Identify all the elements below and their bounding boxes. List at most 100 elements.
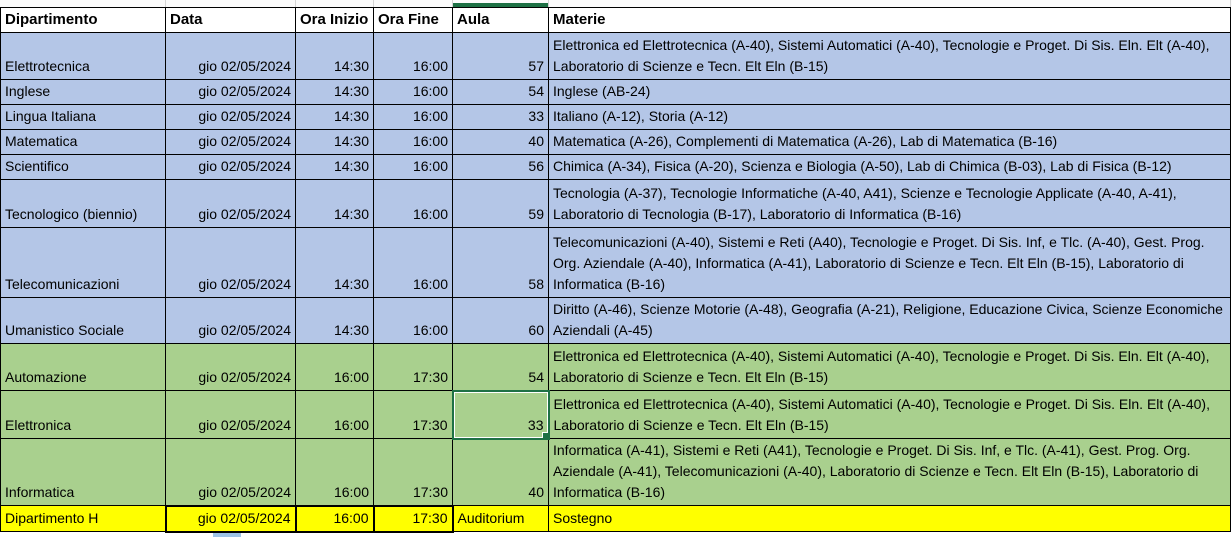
- column-separator: [295, 0, 296, 7]
- table-row: Inglese gio 02/05/2024 14:30 16:00 54 Inglese…: [0, 79, 1231, 105]
- cell-data[interactable]: gio 02/05/2024: [165, 343, 296, 391]
- column-separator: [1230, 0, 1231, 7]
- table-row: Automazione gio 02/05/2024 16:00 17:30 54 Ele…: [0, 343, 1231, 391]
- cell-dipartimento[interactable]: Matematica: [0, 129, 166, 155]
- cell-ora_fine[interactable]: 16:00: [373, 79, 453, 105]
- table-row: Matematica gio 02/05/2024 14:30 16:00 40 Mate…: [0, 129, 1231, 155]
- selected-column-indicator: [452, 3, 549, 7]
- table-row: Tecnologico (biennio) gio 02/05/2024 14:30…: [0, 179, 1231, 228]
- cell-dipartimento[interactable]: Inglese: [0, 79, 166, 105]
- cell-ora_inizio[interactable]: 14:30: [295, 129, 374, 155]
- cell-dipartimento[interactable]: Dipartimento H: [0, 505, 166, 532]
- column-header-materie[interactable]: Materie: [548, 7, 1231, 33]
- cell-materie[interactable]: Elettronica ed Elettrotecnica (A-40), Si…: [548, 390, 1231, 439]
- cell-ora_inizio[interactable]: 14:30: [295, 154, 374, 180]
- table-row: Telecomunicazioni gio 02/05/2024 14:30 16:0…: [0, 227, 1231, 298]
- column-header-data[interactable]: Data: [165, 7, 296, 33]
- column-header-ora_fine[interactable]: Ora Fine: [373, 7, 453, 33]
- column-separator: [165, 0, 166, 7]
- cell-materie[interactable]: Sostegno: [548, 505, 1231, 532]
- cell-aula[interactable]: 59: [452, 179, 549, 228]
- column-header-ora_inizio[interactable]: Ora Inizio: [295, 7, 374, 33]
- cell-ora_inizio[interactable]: 14:30: [295, 32, 374, 80]
- cell-aula[interactable]: 40: [452, 438, 549, 506]
- cell-dipartimento[interactable]: Scientifico: [0, 154, 166, 180]
- cell-ora_fine[interactable]: 16:00: [373, 154, 453, 180]
- bottom-partial-row: [0, 532, 1232, 537]
- cell-ora_fine[interactable]: 17:30: [373, 390, 453, 439]
- cell-data[interactable]: gio 02/05/2024: [165, 79, 296, 105]
- column-header-aula[interactable]: Aula: [452, 7, 549, 33]
- cell-ora_inizio[interactable]: 14:30: [295, 79, 374, 105]
- cell-materie[interactable]: Elettronica ed Elettrotecnica (A-40), Si…: [548, 343, 1231, 391]
- cell-aula[interactable]: 58: [452, 227, 549, 298]
- cell-ora_fine[interactable]: 16:00: [373, 179, 453, 228]
- cell-materie[interactable]: Italiano (A-12), Storia (A-12): [548, 104, 1231, 130]
- next-row-fill-fragment: [213, 532, 241, 537]
- cell-ora_fine[interactable]: 16:00: [373, 297, 453, 344]
- cell-aula[interactable]: Auditorium: [452, 505, 549, 532]
- column-header-dipartimento[interactable]: Dipartimento: [0, 7, 166, 33]
- table-row: Elettronica gio 02/05/2024 16:00 17:30 33 Ele…: [0, 389, 1231, 440]
- cell-dipartimento[interactable]: Informatica: [0, 438, 166, 506]
- cell-ora_inizio[interactable]: 16:00: [295, 343, 374, 391]
- cell-data[interactable]: gio 02/05/2024: [165, 227, 296, 298]
- cell-materie[interactable]: Tecnologia (A-37), Tecnologie Informatic…: [548, 179, 1231, 228]
- column-separator: [548, 0, 549, 7]
- cell-data[interactable]: gio 02/05/2024: [165, 154, 296, 180]
- cell-ora_inizio[interactable]: 16:00: [295, 438, 374, 506]
- cell-aula[interactable]: 56: [452, 154, 549, 180]
- cell-ora_inizio[interactable]: 14:30: [295, 297, 374, 344]
- cell-data[interactable]: gio 02/05/2024: [165, 129, 296, 155]
- cell-materie[interactable]: Elettronica ed Elettrotecnica (A-40), Si…: [548, 32, 1231, 80]
- cell-dipartimento[interactable]: Elettronica: [0, 390, 166, 439]
- cell-materie[interactable]: Informatica (A-41), Sistemi e Reti (A41)…: [548, 438, 1231, 506]
- cell-ora_fine[interactable]: 16:00: [373, 104, 453, 130]
- cell-aula[interactable]: 33: [451, 389, 550, 440]
- cell-dipartimento[interactable]: Tecnologico (biennio): [0, 179, 166, 228]
- cell-data[interactable]: gio 02/05/2024: [164, 504, 297, 533]
- cell-data[interactable]: gio 02/05/2024: [165, 32, 296, 80]
- cell-materie[interactable]: Chimica (A-34), Fisica (A-20), Scienza e…: [548, 154, 1231, 180]
- cell-dipartimento[interactable]: Lingua Italiana: [0, 104, 166, 130]
- table-body: Elettrotecnica gio 02/05/2024 14:30 16:00 57…: [0, 32, 1231, 533]
- cell-aula[interactable]: 33: [452, 104, 549, 130]
- cell-ora_fine[interactable]: 17:30: [372, 504, 454, 533]
- column-separator: [452, 0, 453, 7]
- cell-ora_inizio[interactable]: 14:30: [295, 104, 374, 130]
- cell-ora_inizio[interactable]: 14:30: [295, 227, 374, 298]
- cell-materie[interactable]: Telecomunicazioni (A-40), Sistemi e Reti…: [548, 227, 1231, 298]
- header-row: Dipartimento Data Ora Inizio Ora Fine Aula Ma…: [0, 7, 1231, 33]
- cell-ora_fine[interactable]: 16:00: [373, 32, 453, 80]
- column-separator: [373, 0, 374, 7]
- cell-aula[interactable]: 54: [452, 343, 549, 391]
- cell-ora_inizio[interactable]: 16:00: [294, 504, 375, 533]
- schedule-table: Dipartimento Data Ora Inizio Ora Fine Aula Ma…: [0, 7, 1231, 533]
- cell-data[interactable]: gio 02/05/2024: [165, 390, 296, 439]
- cell-dipartimento[interactable]: Telecomunicazioni: [0, 227, 166, 298]
- table-row: Umanistico Sociale gio 02/05/2024 14:30 16:…: [0, 297, 1231, 344]
- cell-aula[interactable]: 60: [452, 297, 549, 344]
- cell-ora_inizio[interactable]: 14:30: [295, 179, 374, 228]
- cell-materie[interactable]: Diritto (A-46), Scienze Motorie (A-48), …: [548, 297, 1231, 344]
- cell-dipartimento[interactable]: Umanistico Sociale: [0, 297, 166, 344]
- cell-data[interactable]: gio 02/05/2024: [165, 438, 296, 506]
- cell-ora_fine[interactable]: 17:30: [373, 343, 453, 391]
- cell-dipartimento[interactable]: Elettrotecnica: [0, 32, 166, 80]
- cell-materie[interactable]: Inglese (AB-24): [548, 79, 1231, 105]
- cell-aula[interactable]: 57: [452, 32, 549, 80]
- cell-data[interactable]: gio 02/05/2024: [165, 297, 296, 344]
- cell-ora_fine[interactable]: 16:00: [373, 227, 453, 298]
- cell-data[interactable]: gio 02/05/2024: [165, 104, 296, 130]
- cell-data[interactable]: gio 02/05/2024: [165, 179, 296, 228]
- cell-aula[interactable]: 40: [452, 129, 549, 155]
- cell-dipartimento[interactable]: Automazione: [0, 343, 166, 391]
- cell-ora_fine[interactable]: 17:30: [373, 438, 453, 506]
- cell-materie[interactable]: Matematica (A-26), Complementi di Matema…: [548, 129, 1231, 155]
- cell-aula[interactable]: 54: [452, 79, 549, 105]
- column-header-strip: [0, 0, 1232, 7]
- cell-ora_fine[interactable]: 16:00: [373, 129, 453, 155]
- table-row: Scientifico gio 02/05/2024 14:30 16:00 56 Chi…: [0, 154, 1231, 180]
- cell-ora_inizio[interactable]: 16:00: [295, 390, 374, 439]
